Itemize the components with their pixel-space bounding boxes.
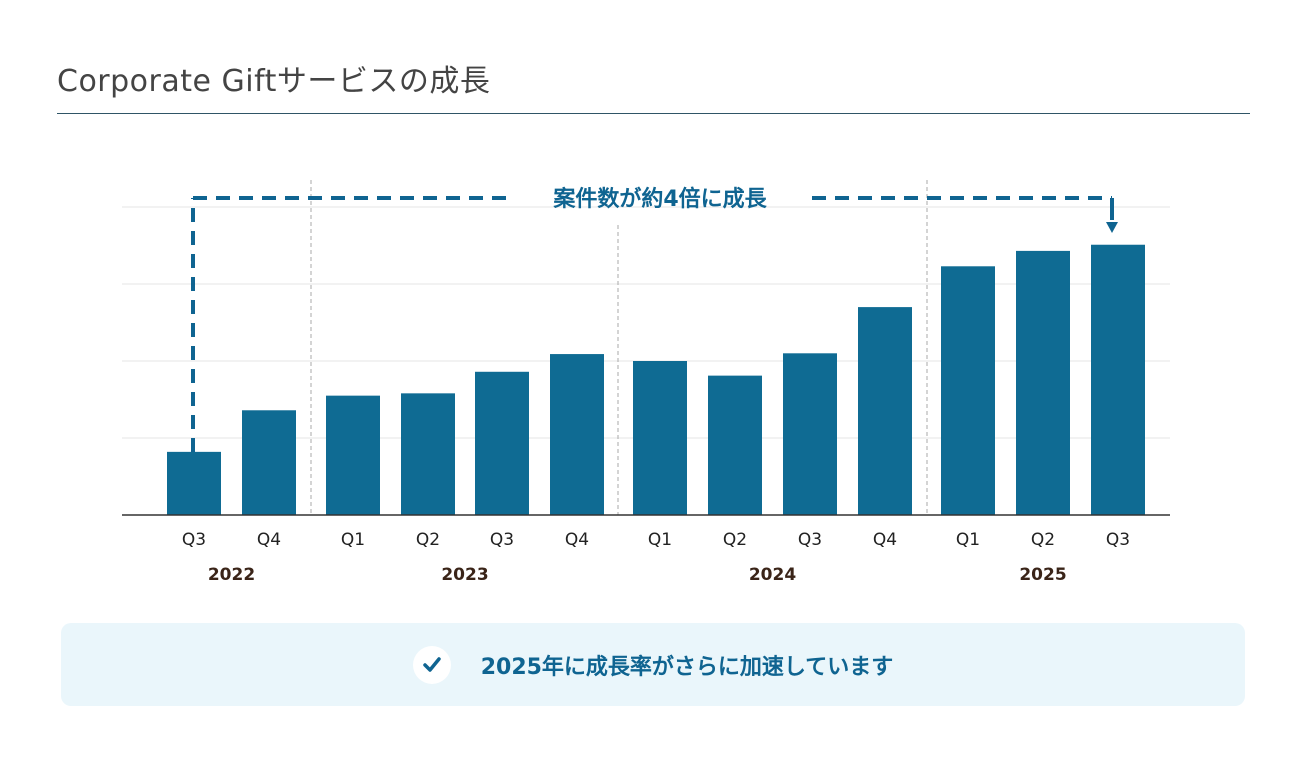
x-tick-label: Q2 [416,530,440,550]
annotation-label: 案件数が約4倍に成長 [552,186,767,212]
title-divider [57,113,1250,114]
year-label: 2025 [1019,565,1066,585]
insight-callout: 2025年に成長率がさらに加速しています [61,623,1245,706]
year-label: 2022 [208,565,255,585]
bar [941,266,995,515]
x-tick-label: Q3 [1106,530,1130,550]
bar [401,393,455,515]
x-tick-label: Q4 [565,530,589,550]
insight-text: 2025年に成長率がさらに加速しています [480,654,894,680]
bar [242,410,296,515]
check-icon [412,645,451,684]
x-tick-label: Q3 [182,530,206,550]
arrow-down-icon [1106,222,1118,233]
x-tick-label: Q1 [956,530,980,550]
bar [167,451,221,515]
x-tick-label: Q1 [341,530,365,550]
bar [633,361,687,515]
x-tick-label: Q2 [723,530,747,550]
page-title: Corporate Giftサービスの成長 [57,64,491,99]
x-tick-label: Q4 [257,530,281,550]
x-tick-label: Q4 [873,530,897,550]
bar [550,354,604,515]
bar [326,395,380,515]
x-tick-label: Q3 [490,530,514,550]
year-label: 2023 [441,565,488,585]
bar [858,307,912,515]
year-label: 2024 [749,565,796,585]
bar [783,353,837,515]
bar [1016,250,1070,515]
x-tick-label: Q3 [798,530,822,550]
bar [1091,244,1145,516]
x-tick-label: Q1 [648,530,672,550]
x-tick-label: Q2 [1031,530,1055,550]
bar [475,371,529,515]
bar [708,375,762,515]
